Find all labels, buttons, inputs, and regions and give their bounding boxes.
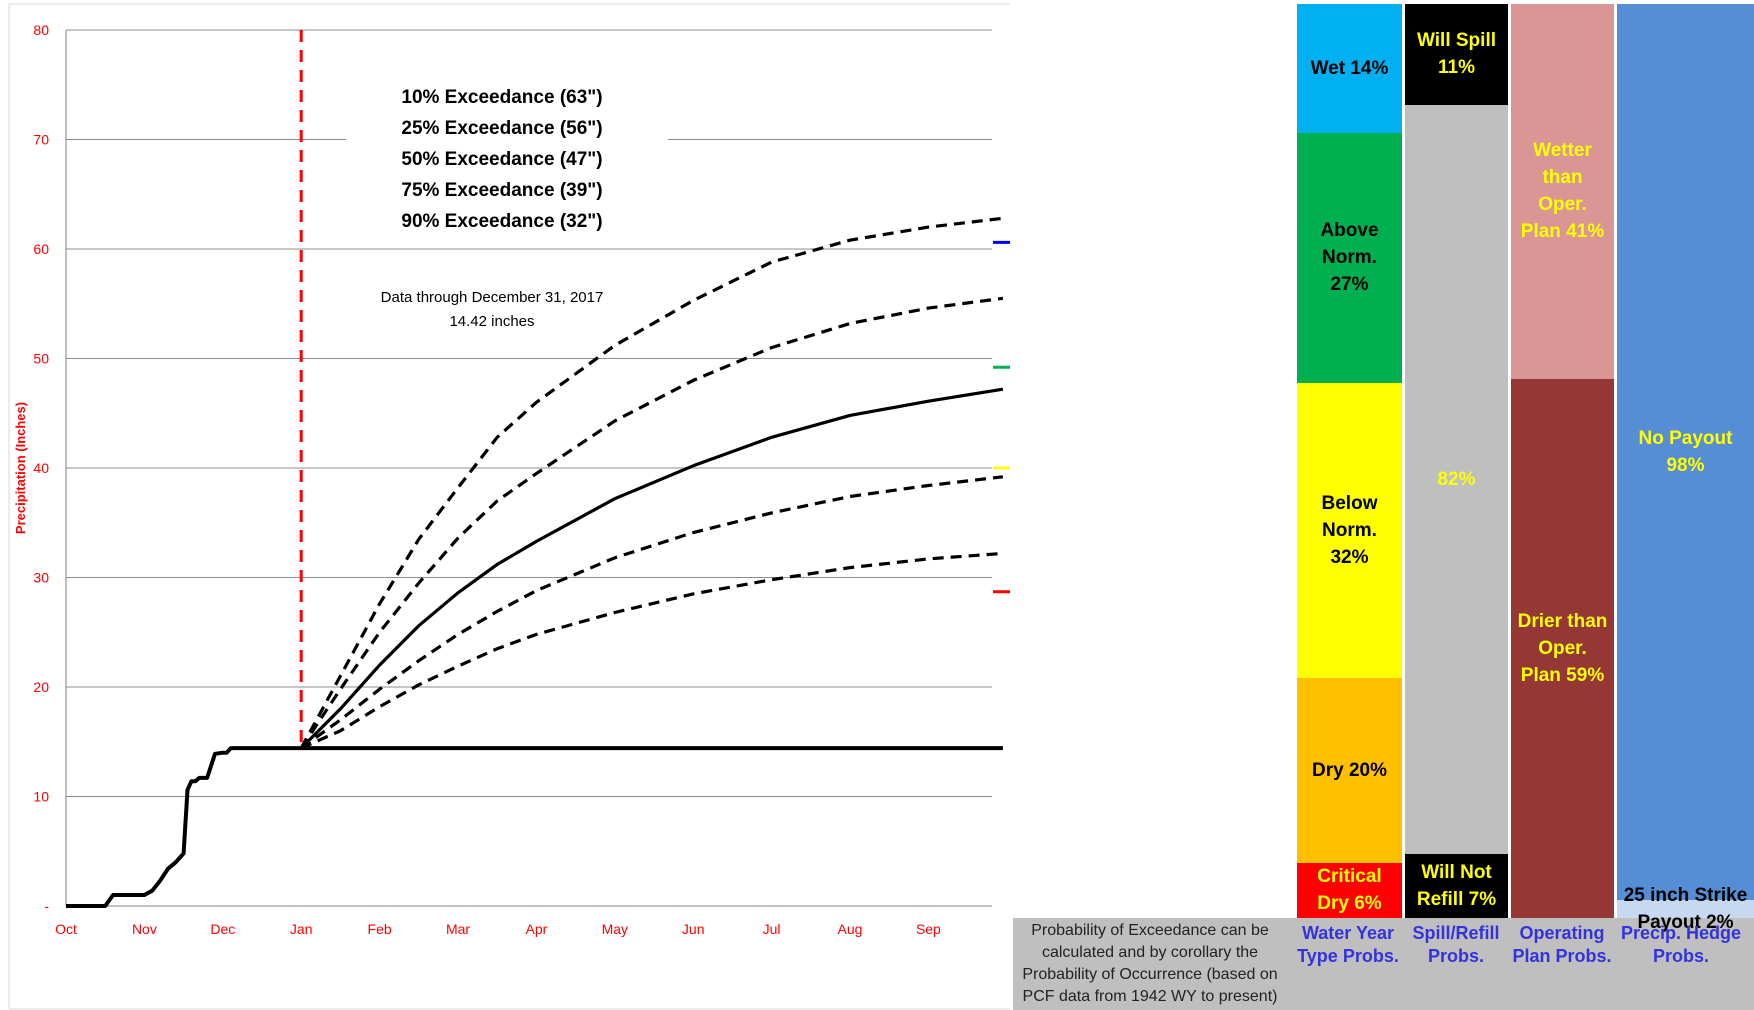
caption-spill-refill: Spill/Refill Probs. bbox=[1412, 923, 1500, 966]
plot-frame bbox=[8, 3, 1010, 1010]
precipitation-chart: - 10 20 30 40 50 60 70 80 Oct Nov Dec Jan Feb Mar Apr Ma… bbox=[8, 3, 1010, 1010]
x-tick-label: Mar bbox=[446, 921, 470, 937]
y-tick-label: - bbox=[44, 898, 49, 914]
caption-precip-hedge: Precip. Hedge Probs. bbox=[1620, 923, 1742, 966]
legend-gap bbox=[346, 135, 668, 144]
bar-segment-label: Drier than Oper. Plan 59% bbox=[1517, 610, 1608, 686]
y-tick-label: 70 bbox=[33, 132, 49, 148]
data-through-value: 14.42 inches bbox=[449, 313, 534, 330]
bar-segment: Will Not Refill 7% bbox=[1404, 854, 1508, 918]
x-tick-label: Jul bbox=[763, 921, 781, 937]
bar-segment-label: Will Not Refill 7% bbox=[1416, 862, 1497, 910]
series-line-3 bbox=[300, 387, 1004, 750]
y-tick-label: 20 bbox=[33, 679, 49, 695]
bar-segment-label: Critical Dry 6% bbox=[1317, 866, 1382, 915]
series-line-2 bbox=[299, 296, 1004, 749]
x-tick-label: Nov bbox=[132, 921, 157, 937]
bar-segment: Critical Dry 6% bbox=[1296, 862, 1402, 918]
x-tick-label: Aug bbox=[838, 921, 863, 937]
legend-entry: 10% Exceedance (63") bbox=[401, 87, 602, 108]
x-tick-label: May bbox=[602, 921, 628, 937]
legend-entry: 90% Exceedance (32") bbox=[401, 211, 602, 232]
bar-segment: Dry 20% bbox=[1296, 678, 1402, 863]
series-line-5 bbox=[300, 551, 1004, 750]
bar-segment-label: Wet 14% bbox=[1310, 58, 1389, 80]
bar-segment: Will Spill 11% bbox=[1404, 4, 1508, 105]
bar-segment: Above Norm. 27% bbox=[1296, 133, 1402, 383]
y-tick-label: 10 bbox=[33, 789, 49, 805]
x-tick-label: Dec bbox=[210, 921, 235, 937]
x-tick-label: Oct bbox=[55, 921, 77, 937]
bar-segment-label: No Payout 98% bbox=[1638, 427, 1733, 476]
data-through-label: Data through December 31, 2017 bbox=[381, 289, 604, 306]
x-tick-label: Jan bbox=[290, 921, 313, 937]
bar-segment-label: 82% bbox=[1437, 468, 1476, 490]
x-tick-label: Feb bbox=[368, 921, 392, 937]
bar-segment: Wet 14% bbox=[1296, 4, 1402, 134]
y-tick-label: 60 bbox=[33, 241, 49, 257]
series-line-1 bbox=[299, 216, 1004, 749]
bar-segment-label: 25 inch Strike Payout 2% bbox=[1623, 884, 1748, 933]
bar-segment: Below Norm. 32% bbox=[1296, 382, 1402, 678]
y-tick-label: 40 bbox=[33, 460, 49, 476]
bar-segment-label: Below Norm. 32% bbox=[1321, 492, 1378, 568]
bar-segment: No Payout 98% bbox=[1616, 4, 1754, 900]
bar-segment-label: Above Norm. 27% bbox=[1320, 220, 1379, 296]
x-tick-label: Sep bbox=[916, 921, 941, 937]
series-line-4 bbox=[300, 475, 1004, 750]
caption-operating-plan: Operating Plan Probs. bbox=[1512, 923, 1612, 966]
legend-entry: 25% Exceedance (56") bbox=[401, 118, 602, 139]
bar-segment-label: Wetter than Oper. Plan 41% bbox=[1520, 140, 1605, 243]
caption-band bbox=[1013, 918, 1754, 1010]
x-tick-label: Jun bbox=[682, 921, 705, 937]
bar-segment: 82% bbox=[1404, 104, 1508, 854]
caption-water-year-type: Water Year Type Probs. bbox=[1297, 923, 1399, 966]
bar-segment: 25 inch Strike Payout 2% bbox=[1616, 885, 1754, 933]
legend-entry: 50% Exceedance (47") bbox=[401, 149, 602, 170]
x-tick-label: Apr bbox=[526, 921, 548, 937]
bar-segment: Wetter than Oper. Plan 41% bbox=[1510, 4, 1614, 379]
y-axis-title: Precipitation (Inches) bbox=[13, 402, 28, 534]
legend-entry: 75% Exceedance (39") bbox=[401, 180, 602, 201]
bar-segment-label: Dry 20% bbox=[1312, 759, 1387, 781]
bar-segment-label: Will Spill 11% bbox=[1417, 30, 1496, 79]
y-tick-label: 80 bbox=[33, 22, 49, 38]
bar-segment: Drier than Oper. Plan 59% bbox=[1510, 378, 1614, 918]
exceedance-note: Probability of Exceedance can be calcula… bbox=[1022, 922, 1278, 1005]
y-tick-label: 30 bbox=[33, 570, 49, 586]
y-tick-label: 50 bbox=[33, 351, 49, 367]
